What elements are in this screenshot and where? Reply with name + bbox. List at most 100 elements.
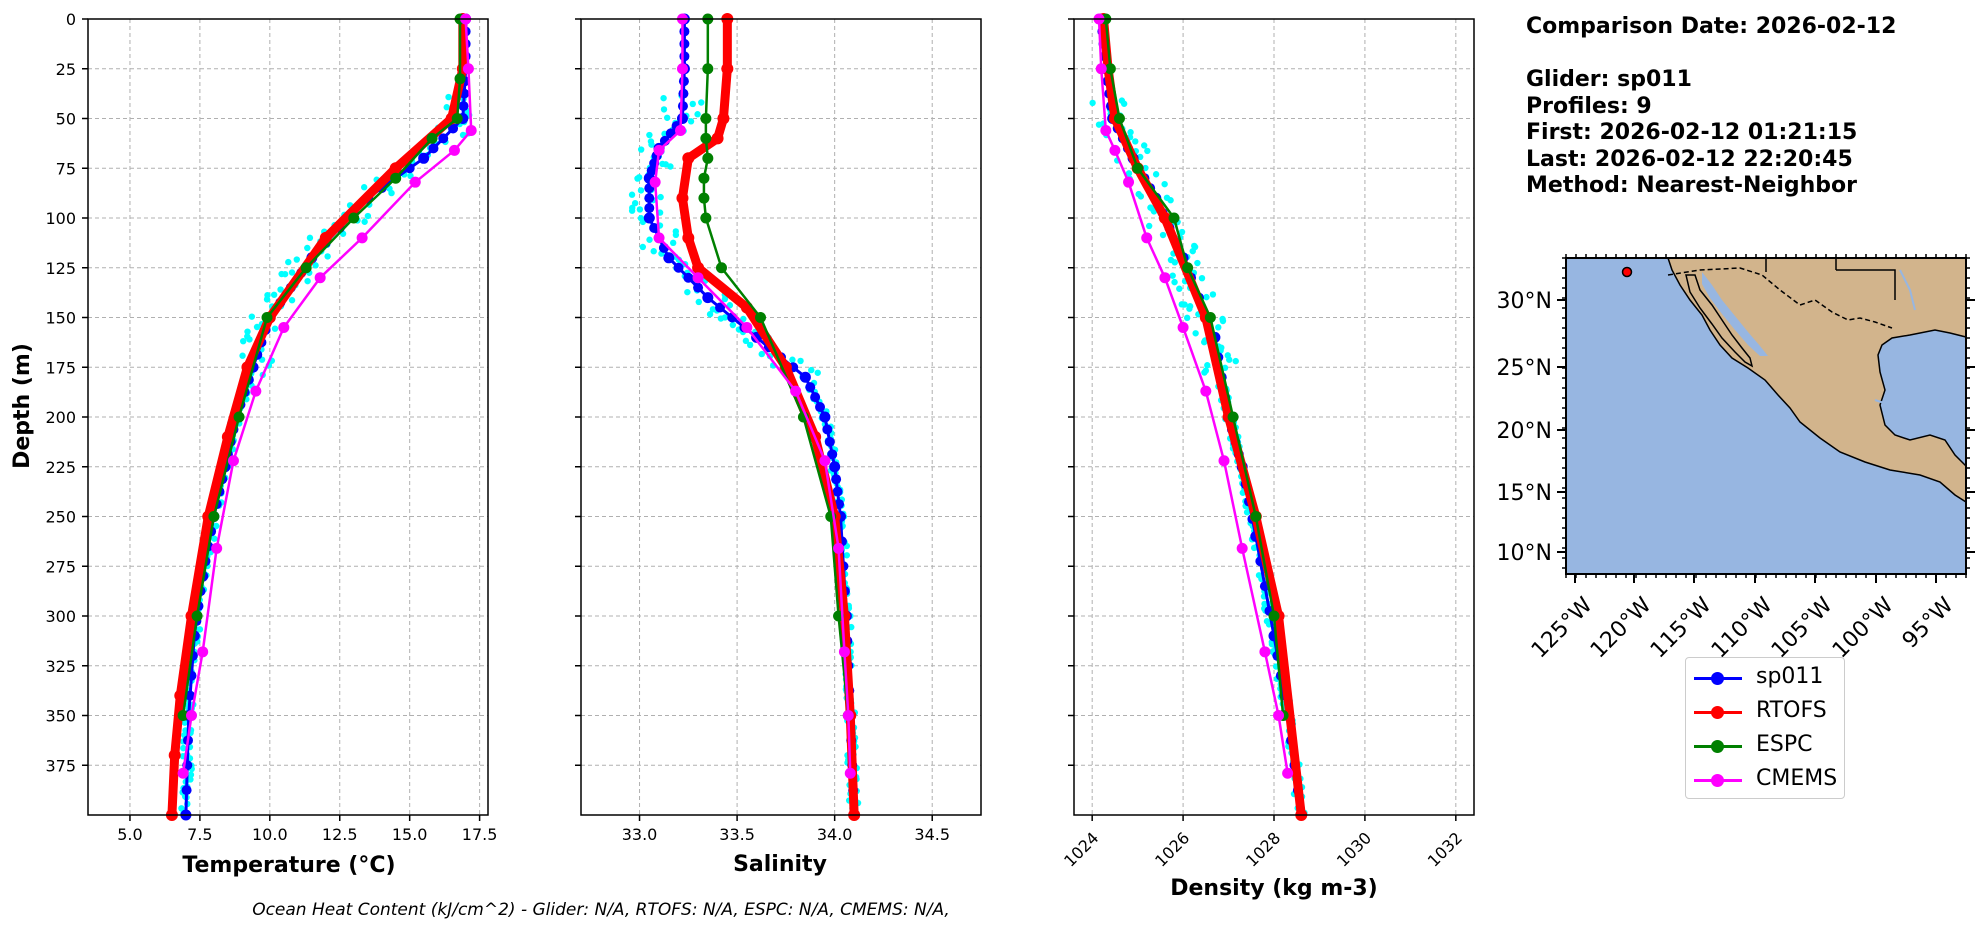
glider-profile-point: [1161, 180, 1168, 188]
glider-profile-point: [1209, 291, 1217, 298]
espc-point: [390, 172, 402, 184]
map-lon-label: 95°W: [1898, 593, 1959, 654]
glider-profile-point: [407, 172, 414, 180]
cmems-point: [676, 63, 688, 75]
glider-profile-point: [709, 306, 717, 313]
cmems-line: [1097, 18, 1289, 774]
glider-profile-point: [689, 100, 696, 108]
glider-profile-point: [637, 146, 645, 153]
espc-point: [426, 132, 438, 144]
glider-profile-point: [648, 141, 655, 148]
espc-point: [698, 192, 710, 204]
glider-profile-point: [631, 199, 639, 207]
cmems-point: [1259, 646, 1271, 658]
comparison-info: Comparison Date: 2026-02-12 Glider: sp01…: [1526, 14, 1896, 200]
cmems-point: [692, 272, 704, 284]
map-lon-label: 100°W: [1828, 593, 1899, 664]
espc-point: [702, 152, 714, 164]
y-tick-label: 300: [45, 607, 76, 626]
salinity-panel: 33.0 33.5 34.0 34.5: [575, 13, 982, 844]
legend-item-rtofs: RTOFS: [1686, 696, 1844, 726]
espc-point: [261, 312, 273, 323]
y-tick-label: 375: [45, 756, 76, 775]
sp011-point: [673, 262, 684, 273]
location-map: 30°N 25°N 20°N 15°N 10°N 125°W120°W115°W110°…: [1497, 254, 1975, 663]
rtofs-point: [1158, 212, 1171, 224]
glider-profile-point: [808, 366, 815, 374]
cmems-point: [790, 385, 802, 397]
sp011-point: [831, 474, 842, 485]
map-lon-label: 115°W: [1646, 593, 1717, 664]
rtofs-point: [692, 261, 705, 274]
map-us-state-line: [1765, 258, 1896, 300]
sp011-point: [702, 292, 714, 304]
x-tick-label: 33.0: [622, 825, 658, 844]
espc-point: [698, 172, 710, 184]
glider-profile-point: [1145, 222, 1153, 230]
glider-profile-point: [180, 744, 187, 752]
glider-profile-point: [445, 93, 452, 101]
map-border: [1667, 267, 1893, 329]
sp011-point: [815, 402, 826, 413]
legend-label: RTOFS: [1756, 698, 1827, 723]
glider-profile-point: [687, 118, 695, 125]
glider-profile-point: [1203, 293, 1210, 301]
glider-profile-point: [1204, 362, 1211, 369]
glider-profile-point: [388, 189, 395, 197]
glider-profile-point: [698, 99, 705, 106]
espc-point: [1168, 212, 1180, 224]
cmems-point: [250, 385, 262, 397]
density-axis-label: Density (kg m-3): [1170, 876, 1378, 901]
cmems-point: [462, 63, 474, 75]
glider-profile-point: [239, 352, 246, 359]
rtofs-point: [174, 689, 187, 702]
sp011-point: [448, 123, 459, 134]
espc-point: [191, 610, 203, 622]
glider-profile-point: [1226, 356, 1233, 363]
glider-profile-point: [270, 291, 278, 298]
glider-profile-point: [1152, 171, 1160, 178]
sp011-point: [644, 193, 655, 204]
sp011-point: [663, 252, 675, 264]
ocean-heat-content-note: Ocean Heat Content (kJ/cm^2) - Glider: N…: [0, 900, 1978, 920]
espc-point: [700, 113, 712, 124]
espc-point: [1250, 511, 1262, 522]
sp011-point: [810, 392, 821, 403]
y-tick-label: 250: [45, 508, 76, 527]
x-tick-label: 10.0: [252, 825, 288, 844]
legend-label: CMEMS: [1756, 766, 1838, 791]
glider-profile-point: [1181, 301, 1188, 308]
glider-profile-point: [695, 298, 702, 306]
cmems-point: [1141, 232, 1153, 244]
axes-frame: [580, 18, 982, 816]
glider-profile-point: [637, 187, 645, 194]
glider-profile-point: [187, 771, 195, 778]
glider-profile-point: [360, 184, 368, 191]
legend-marker: [1711, 740, 1724, 753]
glider-profile-point: [240, 337, 247, 345]
glider-name: Glider: sp011: [1526, 67, 1692, 92]
x-tick-label: 5.0: [117, 825, 142, 844]
glider-profile-point: [278, 270, 285, 278]
espc-point: [1104, 63, 1116, 75]
glider-profile-point: [1127, 129, 1134, 136]
glider-profile-point: [1183, 314, 1191, 322]
glider-profile-point: [634, 175, 641, 182]
espc-point: [1204, 312, 1216, 323]
espc-point: [755, 312, 767, 323]
glider-profile-point: [1250, 544, 1258, 552]
espc-point: [700, 212, 712, 224]
map-lon-label: 125°W: [1527, 593, 1598, 664]
glider-profile-point: [639, 243, 647, 251]
sp011-point: [715, 302, 726, 313]
glider-profile-point: [646, 236, 653, 243]
y-tick-label: 25: [56, 60, 76, 79]
map-lat-labels: 30°N 25°N 20°N 15°N 10°N: [1497, 289, 1552, 566]
map-river: [1874, 269, 1916, 407]
x-tick-label: 1028: [1242, 828, 1284, 870]
cmems-point: [227, 455, 239, 467]
y-tick-label: 325: [45, 657, 76, 676]
cmems-point: [842, 710, 854, 721]
legend-marker: [1711, 774, 1724, 787]
